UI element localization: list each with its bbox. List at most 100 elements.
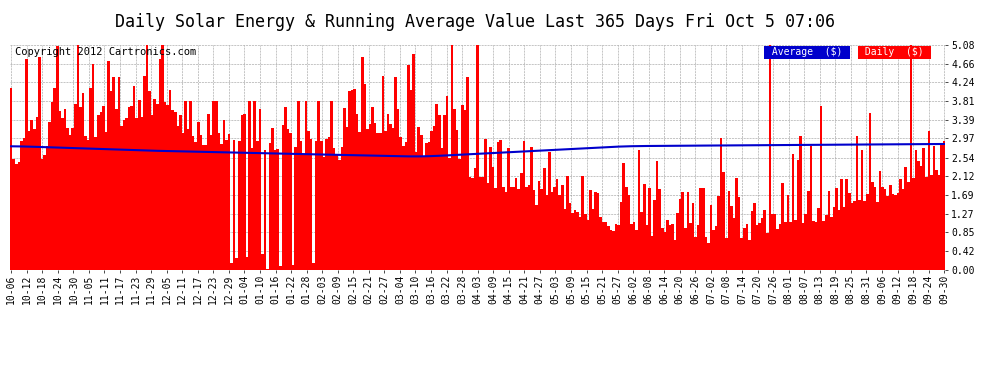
Bar — [123, 120, 126, 270]
Bar — [723, 172, 725, 270]
Bar — [766, 232, 768, 270]
Bar — [907, 182, 910, 270]
Bar — [479, 177, 481, 270]
Bar — [223, 120, 225, 270]
Bar — [161, 45, 163, 270]
Bar — [141, 117, 144, 270]
Bar — [897, 193, 899, 270]
Bar — [158, 59, 161, 270]
Bar — [348, 92, 350, 270]
Bar — [597, 193, 599, 270]
Bar — [794, 220, 797, 270]
Bar — [292, 266, 294, 270]
Bar — [274, 150, 276, 270]
Bar — [346, 128, 348, 270]
Bar — [653, 200, 655, 270]
Bar — [681, 192, 684, 270]
Bar — [144, 76, 146, 270]
Bar — [915, 150, 918, 270]
Bar — [36, 117, 38, 270]
Bar — [448, 159, 450, 270]
Bar — [584, 214, 587, 270]
Bar — [531, 147, 533, 270]
Bar — [13, 159, 15, 270]
Bar — [368, 124, 371, 270]
Bar — [213, 101, 215, 270]
Bar — [738, 197, 741, 270]
Bar — [323, 157, 325, 270]
Bar — [418, 127, 420, 270]
Bar — [233, 140, 236, 270]
Bar — [536, 205, 538, 270]
Bar — [512, 187, 515, 270]
Bar — [463, 110, 466, 270]
Bar — [336, 154, 338, 270]
Bar — [484, 139, 487, 270]
Bar — [341, 147, 344, 270]
Bar — [663, 232, 666, 270]
Bar — [563, 209, 566, 270]
Bar — [361, 57, 363, 270]
Bar — [610, 230, 612, 270]
Bar — [92, 64, 94, 270]
Bar — [733, 218, 736, 270]
Bar — [105, 132, 107, 270]
Bar — [405, 142, 407, 270]
Bar — [84, 135, 87, 270]
Bar — [438, 116, 441, 270]
Bar — [502, 187, 505, 270]
Bar — [763, 210, 766, 270]
Bar — [755, 225, 758, 270]
Bar — [87, 140, 89, 270]
Bar — [115, 109, 118, 270]
Bar — [333, 148, 336, 270]
Bar — [928, 131, 930, 270]
Bar — [305, 101, 307, 270]
Bar — [374, 123, 376, 270]
Bar — [555, 179, 558, 270]
Bar — [933, 147, 936, 270]
Bar — [169, 90, 171, 270]
Bar — [518, 189, 520, 270]
Bar — [471, 178, 474, 270]
Bar — [481, 177, 484, 270]
Bar — [620, 202, 623, 270]
Bar — [146, 45, 148, 270]
Bar — [228, 134, 231, 270]
Bar — [638, 150, 641, 270]
Bar — [576, 212, 579, 270]
Bar — [218, 132, 220, 270]
Bar — [776, 229, 779, 270]
Bar — [402, 146, 405, 270]
Bar — [181, 133, 184, 270]
Bar — [666, 220, 668, 270]
Bar — [436, 104, 438, 270]
Bar — [446, 96, 448, 270]
Bar — [510, 187, 512, 270]
Bar — [253, 101, 256, 270]
Bar — [905, 168, 907, 270]
Bar — [148, 91, 150, 270]
Bar — [848, 193, 850, 270]
Bar — [845, 178, 848, 270]
Bar — [786, 195, 789, 270]
Bar — [861, 150, 863, 270]
Bar — [548, 153, 550, 270]
Bar — [689, 223, 692, 270]
Bar — [818, 207, 820, 270]
Bar — [702, 188, 705, 270]
Bar — [331, 101, 333, 270]
Bar — [668, 225, 671, 270]
Bar — [107, 62, 110, 270]
Bar — [256, 141, 258, 270]
Bar — [605, 222, 607, 270]
Bar — [220, 144, 223, 270]
Bar — [176, 126, 179, 270]
Bar — [592, 209, 594, 270]
Bar — [581, 176, 584, 270]
Bar — [494, 188, 497, 270]
Bar — [553, 187, 555, 270]
Bar — [938, 176, 940, 270]
Bar — [38, 57, 41, 270]
Bar — [748, 240, 750, 270]
